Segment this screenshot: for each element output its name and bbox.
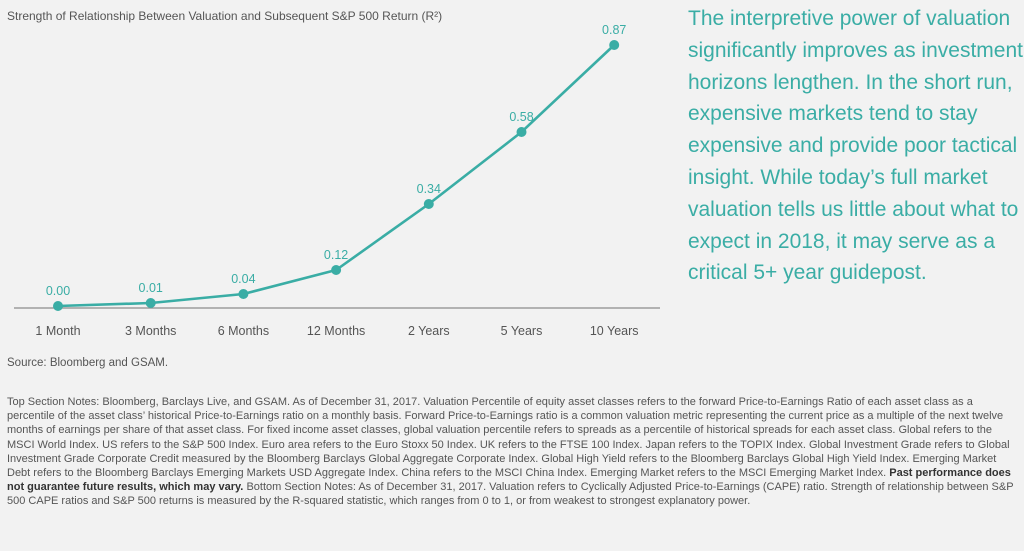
data-label: 0.12 bbox=[324, 248, 348, 262]
data-point bbox=[516, 127, 527, 137]
performance-disclaimer: Past performance does not guarantee futu… bbox=[7, 467, 1011, 494]
data-label: 0.87 bbox=[602, 23, 626, 37]
callout-text: The interpretive power of valuation sign… bbox=[688, 7, 1023, 285]
chart-title: Strength of Relationship Between Valuati… bbox=[7, 9, 443, 23]
data-label: 0.01 bbox=[139, 281, 163, 295]
data-label: 0.00 bbox=[46, 284, 70, 298]
data-point bbox=[238, 289, 249, 299]
bottom-section-notes: Bottom Section Notes: As of December 31,… bbox=[7, 481, 1014, 508]
data-point bbox=[145, 298, 156, 308]
r-squared-line-chart: 0.00 1 Month 0.01 3 Months 0.04 6 Months 0.12 1… bbox=[14, 23, 660, 338]
top-section-notes: Top Section Notes: Bloomberg, Barclays L… bbox=[7, 396, 1010, 480]
x-tick-label: 1 Month bbox=[35, 324, 80, 338]
footnotes: Top Section Notes: Bloomberg, Barclays L… bbox=[7, 395, 1017, 509]
x-tick-label: 10 Years bbox=[590, 324, 639, 338]
x-tick-label: 3 Months bbox=[125, 324, 176, 338]
source-note: Source: Bloomberg and GSAM. bbox=[7, 357, 169, 369]
data-point bbox=[53, 301, 63, 311]
data-label: 0.34 bbox=[417, 182, 441, 196]
x-tick-label: 2 Years bbox=[408, 324, 450, 338]
x-tick-label: 6 Months bbox=[218, 324, 269, 338]
x-tick-label: 5 Years bbox=[501, 324, 543, 338]
data-point bbox=[423, 199, 434, 209]
data-label: 0.58 bbox=[509, 110, 533, 124]
data-point bbox=[609, 40, 620, 50]
data-point bbox=[331, 265, 342, 275]
data-label: 0.04 bbox=[231, 272, 255, 286]
x-tick-label: 12 Months bbox=[307, 324, 365, 338]
